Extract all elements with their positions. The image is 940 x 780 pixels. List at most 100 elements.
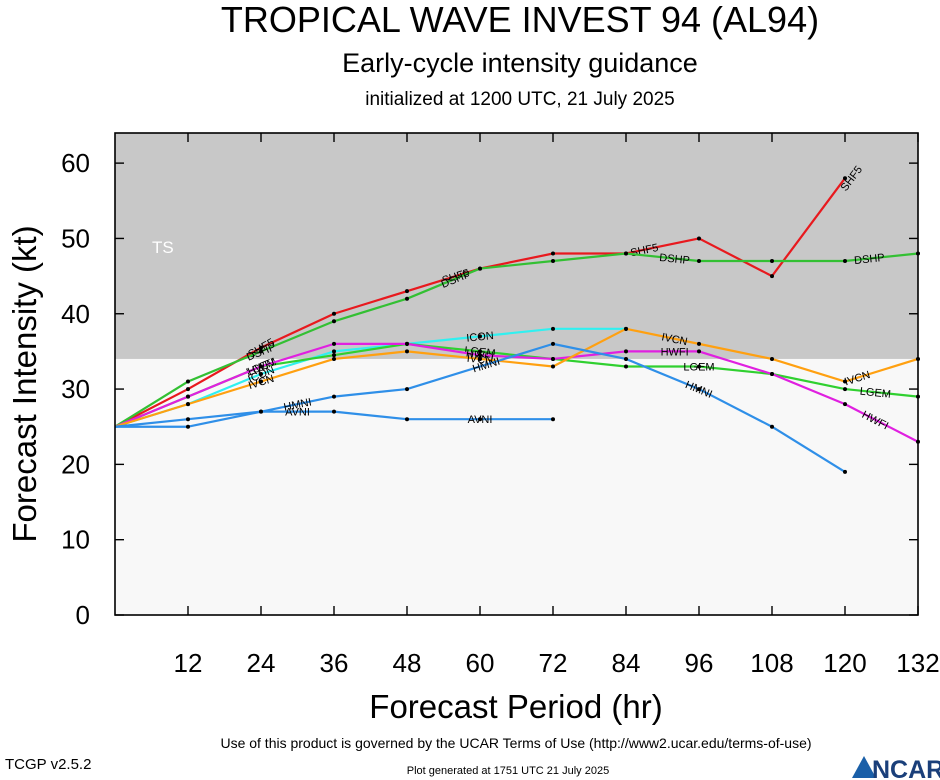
series-label-icon: ICON bbox=[466, 330, 495, 345]
data-point-dshp bbox=[624, 251, 628, 256]
data-point-ivcn bbox=[697, 341, 701, 346]
data-point-hmni bbox=[624, 356, 628, 361]
data-point-hmni bbox=[405, 387, 409, 392]
data-point-hmni bbox=[332, 394, 336, 399]
x-tick-label: 72 bbox=[539, 648, 568, 678]
data-point-dshp bbox=[770, 259, 774, 264]
data-point-dshp bbox=[186, 379, 190, 384]
series-label-dshp: DSHP bbox=[659, 252, 691, 267]
data-point-avni bbox=[551, 417, 555, 422]
x-axis-label: Forecast Period (hr) bbox=[369, 688, 662, 725]
data-point-hwfi bbox=[478, 353, 482, 358]
series-line-ivcn bbox=[114, 327, 919, 428]
data-point-hwfi bbox=[770, 372, 774, 376]
data-point-shf5 bbox=[332, 311, 336, 316]
y-tick-label: 50 bbox=[61, 223, 90, 253]
series-label-avni: AVNI bbox=[468, 414, 493, 426]
data-point-ivcn bbox=[551, 364, 555, 369]
data-point-icon bbox=[332, 349, 336, 354]
x-tick-label: 24 bbox=[247, 648, 276, 678]
chart-init-time: initialized at 1200 UTC, 21 July 2025 bbox=[365, 89, 674, 110]
series-label-ivcn: IVCN bbox=[660, 331, 688, 348]
terms-of-use: Use of this product is governed by the U… bbox=[220, 735, 811, 751]
data-point-lgem bbox=[332, 353, 336, 358]
data-point-ivcn bbox=[624, 326, 628, 331]
series-avni: AVNI AVNI bbox=[115, 407, 555, 429]
data-point-hwfi bbox=[186, 394, 190, 399]
plot-generated: Plot generated at 1751 UTC 21 July 2025 bbox=[407, 765, 609, 777]
chart-subtitle: Early-cycle intensity guidance bbox=[342, 48, 698, 78]
data-point-lgem bbox=[624, 364, 628, 369]
ts-band-label: TS bbox=[152, 238, 174, 257]
y-tick-label: 30 bbox=[61, 374, 90, 404]
data-point-hwfi bbox=[551, 356, 555, 361]
data-point-dshp bbox=[697, 259, 701, 264]
data-point-avni bbox=[332, 409, 336, 414]
ts-band bbox=[115, 133, 918, 359]
data-point-hwfi bbox=[332, 341, 336, 346]
axis-ticks: 12 24 36 48 60 72 84 96 108 120 132 0 10 20 30 40 50 60 bbox=[61, 133, 940, 678]
series-line-icon bbox=[114, 327, 626, 428]
x-tick-label: 108 bbox=[750, 648, 793, 678]
ncar-logo-icon bbox=[852, 756, 876, 778]
data-point-hwfi bbox=[697, 349, 701, 354]
data-point-hmni bbox=[697, 387, 701, 392]
data-point-ivcn bbox=[405, 349, 409, 354]
x-tick-label: 36 bbox=[320, 648, 349, 678]
x-tick-label: 120 bbox=[823, 648, 866, 678]
data-point-dshp bbox=[843, 259, 847, 264]
data-point-lgem bbox=[478, 349, 482, 354]
data-point-shf5 bbox=[770, 274, 774, 279]
data-point-dshp bbox=[405, 296, 409, 301]
data-point-icon bbox=[478, 334, 482, 339]
data-point-lgem bbox=[843, 387, 847, 392]
data-point-hwfi bbox=[405, 341, 409, 346]
data-point-lgem bbox=[697, 364, 701, 369]
series-line-hwfi bbox=[114, 342, 919, 443]
data-point-dshp bbox=[478, 266, 482, 271]
data-point-hwfi bbox=[259, 364, 263, 369]
series-label-dshp: DSHP bbox=[854, 252, 886, 267]
data-point-hmni bbox=[843, 469, 847, 474]
series-line-hmni bbox=[114, 342, 846, 473]
data-point-shf5 bbox=[186, 387, 190, 392]
y-tick-label: 40 bbox=[61, 299, 90, 329]
data-point-hwfi bbox=[624, 349, 628, 354]
y-tick-label: 60 bbox=[61, 148, 90, 178]
x-tick-label: 84 bbox=[612, 648, 641, 678]
data-point-avni bbox=[405, 417, 409, 422]
data-point-ivcn bbox=[186, 402, 190, 407]
data-point-shf5 bbox=[405, 289, 409, 294]
ncar-logo-text: NCAR bbox=[872, 756, 940, 780]
data-point-hmni bbox=[770, 424, 774, 429]
series-label-avni: AVNI bbox=[285, 407, 310, 419]
series-line-dshp bbox=[114, 252, 919, 428]
data-point-dshp bbox=[332, 319, 336, 324]
data-point-shf5 bbox=[551, 251, 555, 256]
data-point-shf5 bbox=[843, 176, 847, 181]
series-label-hmni: HMNI bbox=[283, 396, 313, 413]
y-tick-label: 20 bbox=[61, 449, 90, 479]
data-point-hwfi bbox=[843, 402, 847, 407]
data-point-icon bbox=[259, 372, 263, 376]
ncar-logo: NCAR bbox=[852, 756, 940, 780]
data-point-dshp bbox=[551, 259, 555, 264]
x-tick-label: 60 bbox=[466, 648, 495, 678]
y-axis-label: Forecast Intensity (kt) bbox=[6, 225, 43, 542]
series-label-hwfi: HWFI bbox=[661, 346, 689, 358]
x-tick-label: 48 bbox=[393, 648, 422, 678]
data-point-ivcn bbox=[478, 356, 482, 361]
data-point-ivcn bbox=[770, 356, 774, 361]
data-point-ivcn bbox=[259, 379, 263, 384]
data-point-ivcn bbox=[332, 356, 336, 361]
data-point-avni bbox=[259, 409, 263, 414]
chart-title: TROPICAL WAVE INVEST 94 (AL94) bbox=[221, 0, 819, 40]
plot-frame bbox=[114, 132, 919, 616]
x-tick-label: 12 bbox=[174, 648, 203, 678]
data-point-hmni bbox=[551, 341, 555, 346]
y-tick-label: 0 bbox=[76, 600, 90, 630]
series-label-lgem: LGEM bbox=[683, 361, 714, 373]
